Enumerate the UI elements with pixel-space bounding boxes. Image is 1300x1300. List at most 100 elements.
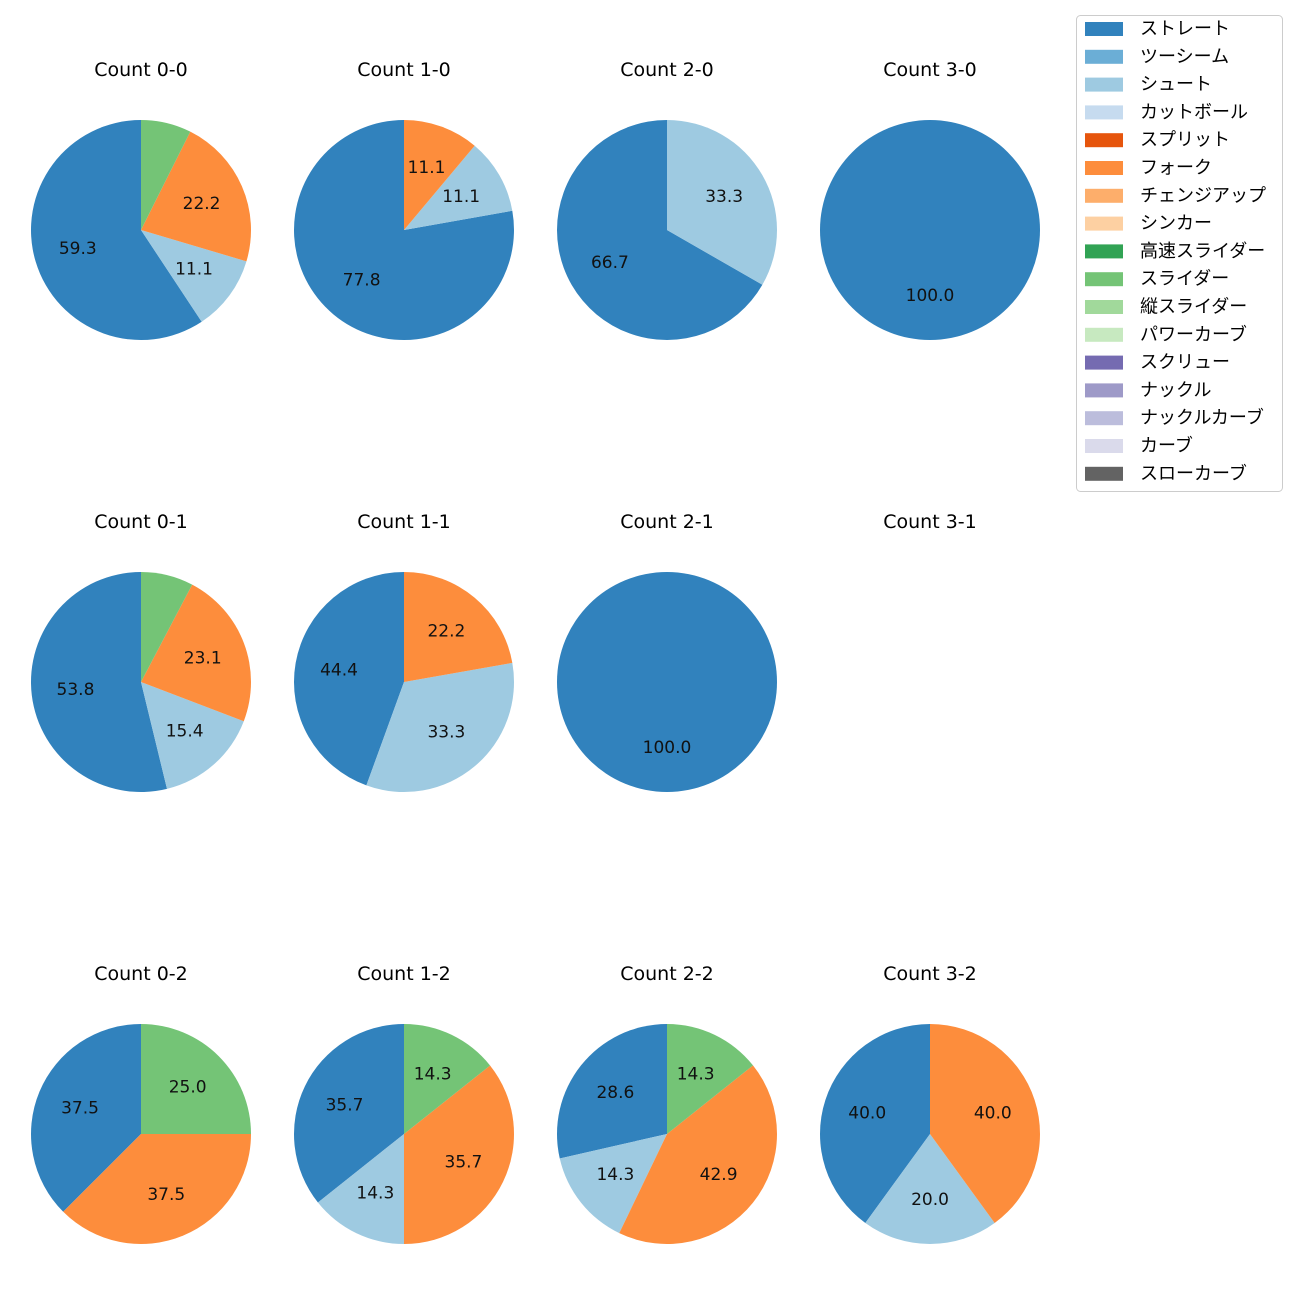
pie-title: Count 3-0 [883,59,977,81]
legend-swatch [1085,49,1123,64]
legend-label: シュート [1140,74,1212,95]
pie-slice-e382b9e383a9e382a4e38380e383bc [141,1024,251,1134]
legend-item: スプリット [1085,130,1230,151]
pie-slice-e382b9e383a9e382a4e38380e383bc [667,1024,753,1134]
pie-chart-count-1-1: Count 1-1 44.4 33.3 22.2 [293,511,515,793]
legend-swatch [1085,439,1123,453]
legend-label: パワーカーブ [1140,323,1247,345]
slice-percent-label: 14.3 [677,1065,715,1085]
pie-chart-count-2-0: Count 2-0 66.7 33.3 [557,59,778,340]
legend-item: シンカー [1085,213,1212,234]
pie-slice-e38395e382a9e383bce382af [141,584,252,722]
slice-percent-label: 35.7 [326,1095,364,1115]
legend-label: 高速スライダー [1140,241,1265,262]
pie-slice-e382b7e383a5e383bce38388 [865,1134,995,1245]
slice-percent-label: 28.6 [596,1083,634,1103]
legend-item: ツーシーム [1085,46,1229,67]
pie-slice-e382b9e383a9e382a4e38380e383bc [141,120,191,230]
legend-label: カーブ [1140,435,1193,457]
legend-item: フォーク [1085,158,1212,179]
legend: ストレートツーシームシュートカットボールスプリットフォークチェンジアップシンカー… [1076,15,1283,492]
pie-slice-e382b9e38388e383ace383bce38388 [294,1024,404,1203]
pie-slice-e382b9e383a9e382a4e38380e383bc [404,1024,491,1134]
slice-percent-label: 35.7 [445,1153,483,1173]
legend-swatch [1085,411,1123,426]
pie-slice-e382b7e383a5e383bce38388 [366,662,515,793]
pie-slice-e38395e382a9e383bce382af [404,1065,514,1244]
pie-slice-e382b9e383a9e382a4e38380e383bc [141,572,193,682]
pie-chart-count-1-0: Count 1-0 77.8 11.1 11.1 [293,59,514,341]
pie-title: Count 0-2 [94,963,188,985]
slice-percent-label: 14.3 [414,1065,452,1085]
slice-percent-label: 40.0 [974,1104,1012,1124]
legend-swatch [1085,355,1123,370]
slice-percent-label: 11.1 [408,158,446,178]
legend-swatch [1085,188,1123,203]
slice-percent-label: 20.0 [911,1190,949,1210]
slice-percent-label: 42.9 [700,1165,738,1185]
legend-swatch [1085,133,1123,148]
pie-title: Count 3-1 [883,511,977,533]
pie-slice-e382b7e383a5e383bce38388 [317,1134,404,1244]
pie-slice-e382b9e38388e383ace383bce38388 [30,572,168,792]
slice-percent-label: 44.4 [320,661,358,681]
pie-slice-e382b9e38388e383ace383bce38388 [293,572,404,786]
pie-chart-count-2-1: Count 2-1 100.0 [557,511,777,792]
pie-title: Count 3-2 [883,963,977,985]
pie-slice-e382b7e383a5e383bce38388 [141,682,244,789]
legend-item: ストレート [1085,19,1230,40]
pie-chart-count-1-2: Count 1-2 35.7 14.3 35.7 14.3 [294,963,514,1244]
legend-swatch [1085,105,1123,120]
slice-percent-label: 23.1 [184,649,222,669]
legend-swatch [1085,244,1123,259]
pie-chart-count-3-0: Count 3-0 100.0 [820,59,1040,340]
legend-swatch [1085,161,1123,175]
legend-label: 縦スライダー [1140,297,1247,318]
legend-item: チェンジアップ [1085,185,1266,206]
legend-item: カットボール [1085,102,1248,123]
pie-slice-e382b7e383a5e383bce38388 [667,120,778,285]
legend-label: ナックルカーブ [1140,407,1264,429]
legend-item: スローカーブ [1085,462,1247,484]
slice-percent-label: 11.1 [442,187,480,207]
legend-item: ナックルカーブ [1085,407,1264,429]
pie-slice-e38395e382a9e383bce382af [63,1134,251,1244]
legend-label: スプリット [1140,130,1230,151]
pie-slice-e382b7e383a5e383bce38388 [559,1134,667,1234]
slice-percent-label: 40.0 [848,1104,886,1124]
pie-chart-count-3-1: Count 3-1 [883,511,977,533]
legend-item: 縦スライダー [1085,297,1247,318]
pie-title: Count 2-1 [620,511,714,533]
legend-label: スライダー [1140,269,1229,290]
legend-swatch [1085,77,1123,92]
slice-percent-label: 14.3 [596,1165,634,1185]
pie-chart-count-3-2: Count 3-2 40.0 20.0 40.0 [819,963,1041,1245]
legend-swatch [1085,216,1123,231]
pie-slice-e38395e382a9e383bce382af [404,572,513,682]
legend-label: ツーシーム [1140,46,1229,67]
legend-label: スクリュー [1140,352,1230,373]
legend-item: ナックル [1085,380,1211,401]
slice-percent-label: 77.8 [343,271,381,291]
legend-swatch [1085,466,1123,481]
slice-percent-label: 33.3 [427,723,465,743]
legend-label: スローカーブ [1140,462,1247,484]
legend-swatch [1085,272,1123,287]
legend-swatch [1085,327,1123,342]
pie-slice-e382b9e38388e383ace383bce38388 [557,120,763,340]
legend-swatch [1085,383,1123,398]
slice-percent-label: 25.0 [169,1077,207,1097]
pie-title: Count 1-0 [357,59,451,81]
legend-item: シュート [1085,74,1212,95]
pie-slice-e38395e382a9e383bce382af [619,1065,777,1245]
pie-slice-e38395e382a9e383bce382af [930,1024,1041,1223]
legend-item: カーブ [1085,435,1193,457]
legend-item: スクリュー [1085,352,1230,373]
pie-slice-e38395e382a9e383bce382af [141,131,252,262]
pie-slice-e382b9e38388e383ace383bce38388 [31,1024,141,1212]
slice-percent-label: 14.3 [356,1183,394,1203]
pie-slice-e382b9e38388e383ace383bce38388 [819,1024,930,1223]
legend-frame [1076,15,1283,492]
legend-swatch [1085,22,1123,36]
